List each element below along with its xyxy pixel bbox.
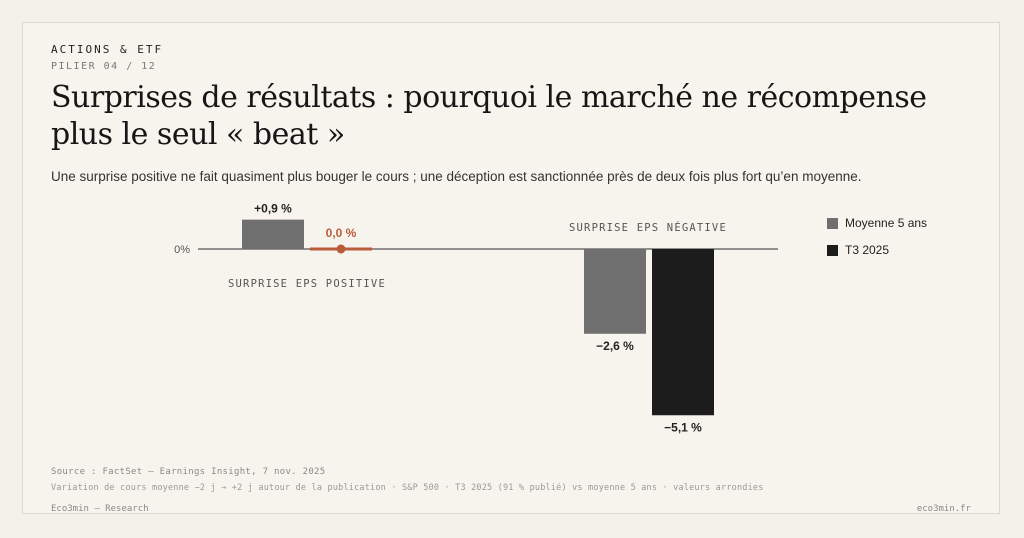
legend-swatch-q3 bbox=[827, 244, 838, 256]
legend-label-avg: Moyenne 5 ans bbox=[845, 216, 928, 230]
source-note: Source : FactSet — Earnings Insight, 7 n… bbox=[51, 467, 326, 477]
pillar-label: PILIER 04 / 12 bbox=[51, 61, 157, 72]
chart-subtitle: Une surprise positive ne fait quasiment … bbox=[51, 169, 862, 184]
category-label-positive: SURPRISE EPS POSITIVE bbox=[228, 278, 386, 290]
bar-negative-avg-label: −2,6 % bbox=[596, 339, 634, 353]
legend-label-q3: T3 2025 bbox=[845, 243, 890, 257]
bar-negative-q3 bbox=[652, 249, 714, 416]
category-label-negative: SURPRISE EPS NÉGATIVE bbox=[569, 221, 727, 234]
bar-negative-q3-label: −5,1 % bbox=[664, 420, 702, 434]
legend-swatch-avg bbox=[827, 217, 838, 229]
section-eyebrow: ACTIONS & ETF bbox=[51, 43, 164, 56]
chart-legend: Moyenne 5 ans T3 2025 bbox=[827, 213, 927, 267]
site-label: eco3min.fr bbox=[916, 504, 971, 514]
bar-positive-avg-label: +0,9 % bbox=[254, 202, 292, 216]
legend-item-avg: Moyenne 5 ans bbox=[827, 213, 927, 233]
method-note: Variation de cours moyenne −2 j → +2 j a… bbox=[51, 483, 764, 493]
legend-item-q3: T3 2025 bbox=[827, 240, 927, 260]
chart-card: ACTIONS & ETF PILIER 04 / 12 Surprises d… bbox=[22, 22, 1000, 514]
bar-positive-avg bbox=[242, 219, 304, 249]
bar-positive-q3-label: 0,0 % bbox=[326, 226, 357, 240]
bar-positive-q3-dot bbox=[336, 244, 346, 254]
bar-negative-avg bbox=[584, 249, 646, 334]
zero-tick-label: 0% bbox=[174, 244, 190, 256]
chart-title: Surprises de résultats : pourquoi le mar… bbox=[51, 80, 927, 152]
brand-label: Eco3min — Research bbox=[51, 504, 149, 514]
